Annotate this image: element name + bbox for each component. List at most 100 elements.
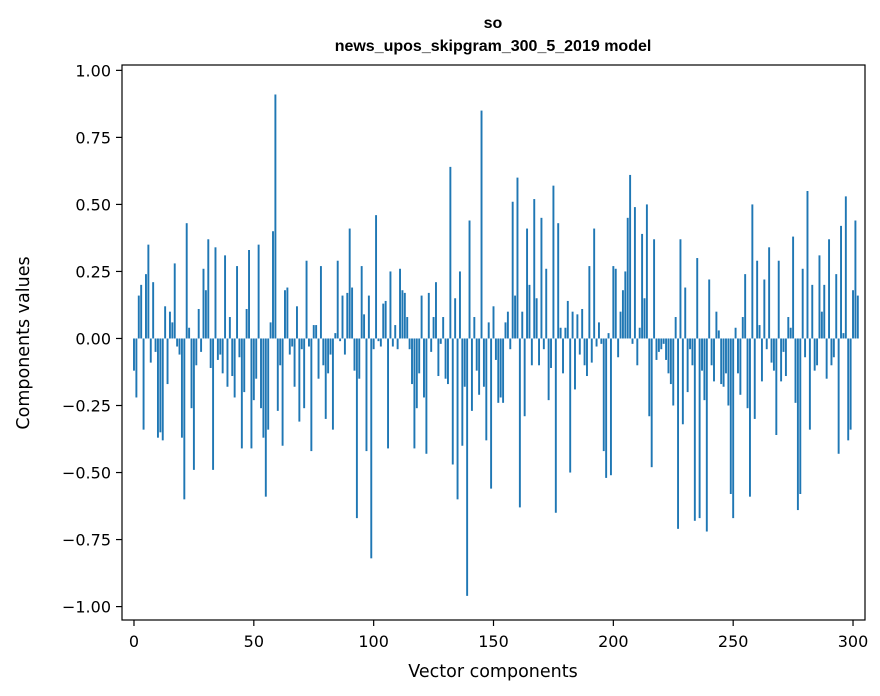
bar-83 (331, 338, 334, 430)
bar-2 (137, 295, 140, 339)
bar-170 (540, 217, 543, 339)
bar-118 (415, 338, 418, 409)
bar-228 (679, 239, 682, 339)
bar-138 (463, 338, 466, 387)
bar-0 (133, 338, 135, 371)
bar-208 (631, 338, 634, 344)
y-tick-label-2: 0.50 (75, 195, 111, 214)
bar-111 (399, 268, 401, 339)
bar-102 (377, 338, 380, 342)
bar-248 (727, 338, 730, 406)
bar-121 (423, 338, 425, 398)
bars-group (133, 94, 859, 596)
bar-108 (391, 338, 394, 347)
bar-33 (212, 338, 215, 470)
bar-184 (574, 338, 576, 390)
bar-279 (801, 268, 804, 339)
bar-76 (315, 325, 318, 339)
bar-269 (777, 260, 780, 339)
bar-87 (341, 295, 344, 339)
bar-156 (506, 311, 509, 339)
bar-265 (768, 247, 771, 339)
bar-149 (490, 338, 493, 489)
bar-97 (365, 338, 368, 452)
bar-1 (135, 338, 138, 398)
bar-278 (799, 338, 802, 494)
bar-151 (494, 338, 497, 360)
bar-137 (461, 338, 464, 446)
bar-239 (705, 338, 708, 532)
bar-231 (686, 338, 689, 393)
bar-288 (823, 284, 826, 339)
bar-144 (478, 338, 481, 395)
bar-272 (784, 338, 787, 377)
bar-168 (535, 298, 538, 339)
bar-173 (547, 338, 550, 401)
bar-194 (598, 322, 600, 339)
bar-28 (200, 338, 203, 352)
y-tick-label-3: 0.25 (75, 262, 111, 281)
bar-223 (667, 338, 670, 374)
bar-53 (260, 338, 262, 409)
bar-294 (837, 338, 840, 454)
bar-70 (300, 338, 303, 350)
y-tick-label-0: 1.00 (75, 61, 111, 80)
bar-73 (307, 338, 310, 347)
bar-226 (674, 317, 677, 339)
bar-207 (629, 174, 632, 339)
bar-36 (219, 338, 222, 355)
bar-221 (662, 338, 665, 344)
bar-91 (351, 287, 354, 339)
bar-64 (286, 287, 289, 339)
bar-96 (363, 314, 366, 339)
bar-61 (279, 338, 282, 366)
bar-55 (264, 338, 267, 497)
y-axis-label: Components values (14, 256, 34, 429)
x-tick-label-300: 300 (838, 632, 869, 651)
bar-256 (746, 338, 749, 409)
bar-49 (250, 338, 253, 449)
bar-50 (252, 338, 255, 401)
bar-110 (396, 338, 399, 350)
bar-206 (626, 217, 629, 339)
y-tick-label-1: 0.75 (75, 128, 111, 147)
bar-25 (192, 338, 195, 470)
bar-301 (854, 220, 857, 339)
bar-35 (216, 338, 219, 360)
bar-47 (245, 308, 248, 339)
bar-31 (207, 239, 210, 339)
bar-18 (176, 338, 179, 347)
bar-30 (204, 290, 207, 339)
bar-56 (267, 338, 270, 430)
y-tick-label-5: −0.25 (62, 397, 111, 416)
bar-252 (737, 338, 739, 374)
bar-114 (406, 317, 409, 339)
bar-39 (226, 338, 229, 387)
bar-229 (681, 338, 684, 425)
bar-242 (713, 338, 715, 382)
bar-227 (677, 338, 680, 529)
bar-37 (221, 338, 224, 374)
bar-186 (578, 338, 581, 355)
bar-295 (840, 225, 842, 339)
bar-290 (828, 239, 831, 339)
bar-82 (329, 338, 332, 355)
x-axis-label: Vector components (408, 662, 577, 682)
bar-3 (140, 284, 143, 339)
bar-84 (334, 333, 337, 339)
bar-286 (818, 255, 821, 339)
bar-181 (566, 300, 569, 339)
bar-213 (643, 298, 646, 339)
bar-77 (317, 338, 320, 379)
bar-29 (202, 268, 205, 339)
bar-153 (499, 338, 502, 398)
bar-94 (358, 338, 361, 379)
bar-261 (758, 325, 761, 339)
y-axis: 1.00 0.75 0.50 0.25 0.00 −0.25 −0.50 −0.75 −1.00 (62, 61, 122, 617)
bar-270 (780, 338, 783, 382)
bar-44 (238, 338, 241, 358)
bar-139 (466, 338, 469, 596)
bar-289 (825, 338, 828, 379)
bar-81 (327, 338, 330, 374)
bar-230 (684, 287, 687, 339)
